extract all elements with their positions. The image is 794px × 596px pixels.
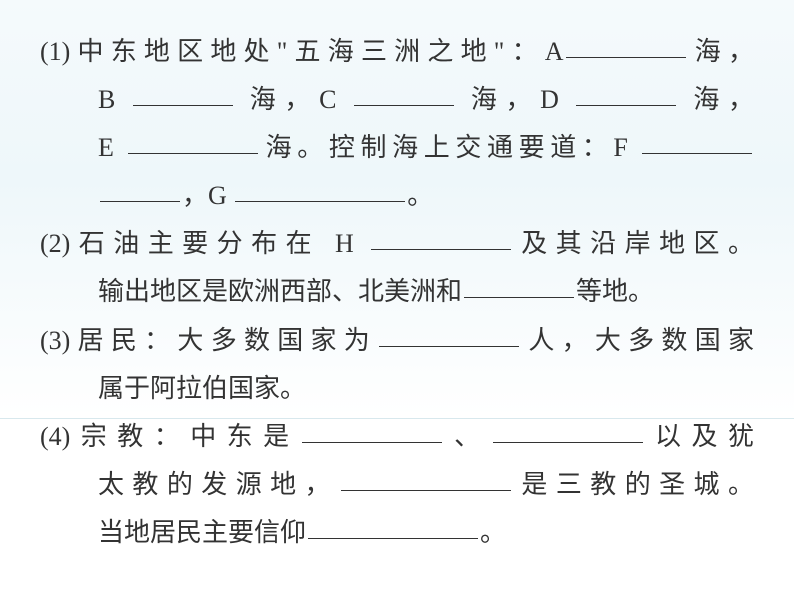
q1-line3: E 海。控制海上交通要道：F — [40, 124, 754, 172]
q2-text: 等地。 — [576, 277, 654, 306]
blank-f2 — [100, 176, 180, 202]
q1-text: 中东地区地处"五海三洲之地"：A — [70, 37, 563, 66]
q2-number: (2) — [40, 229, 70, 258]
q1-line1: (1)中东地区地处"五海三洲之地"：A 海， — [40, 28, 754, 76]
blank-faith — [308, 513, 478, 539]
q4-text: 宗教：中东是 — [70, 422, 299, 451]
q4-text: 太教的发源地， — [98, 470, 339, 499]
q4-line2: 太教的发源地， 是三教的圣城。 — [40, 461, 754, 509]
question-2: (2)石油主要分布在 H 及其沿岸地区。 输出地区是欧洲西部、北美洲和 等地。 — [40, 220, 754, 316]
q1-text: 海， — [688, 37, 754, 66]
q2-text: 输出地区是欧洲西部、北美洲和 — [98, 277, 462, 306]
q1-text: B — [98, 85, 115, 114]
q4-text: 以及犹 — [645, 422, 754, 451]
q3-text: 属于阿拉伯国家。 — [98, 374, 306, 403]
q1-text: 海。控制海上交通要道：F — [260, 133, 628, 162]
q2-text: 石油主要分布在 H — [70, 229, 353, 258]
q1-line2: B 海，C 海，D 海， — [40, 76, 754, 124]
question-3: (3)居民：大多数国家为 人，大多数国家 属于阿拉伯国家。 — [40, 317, 754, 413]
q1-line4: ，G 。 — [40, 172, 754, 220]
q4-text: 是三教的圣城。 — [513, 470, 754, 499]
q1-text: ，G — [182, 181, 227, 210]
blank-d — [576, 80, 676, 106]
q1-number: (1) — [40, 37, 70, 66]
q2-line2: 输出地区是欧洲西部、北美洲和 等地。 — [40, 268, 754, 316]
q4-line3: 当地居民主要信仰 。 — [40, 509, 754, 557]
blank-c — [354, 80, 454, 106]
blank-e — [128, 128, 258, 154]
blank-f1 — [642, 128, 752, 154]
blank-a — [566, 32, 686, 58]
blank-export — [464, 272, 574, 298]
q3-line1: (3)居民：大多数国家为 人，大多数国家 — [40, 317, 754, 365]
blank-g — [235, 176, 405, 202]
question-4: (4)宗教：中东是 、 以及犹 太教的发源地， 是三教的圣城。 当地居民主要信仰 。 — [40, 413, 754, 557]
blank-city — [341, 465, 511, 491]
q3-line2: 属于阿拉伯国家。 — [40, 365, 754, 413]
q4-text: 。 — [480, 518, 506, 547]
q2-text: 及其沿岸地区。 — [513, 229, 754, 258]
q4-number: (4) — [40, 422, 70, 451]
q3-number: (3) — [40, 326, 70, 355]
q1-text: E — [98, 133, 114, 162]
blank-people — [379, 321, 519, 347]
q1-text: 海，D — [471, 85, 559, 114]
q1-text: 海， — [693, 85, 754, 114]
q3-text: 人，大多数国家 — [521, 326, 754, 355]
blank-religion2 — [493, 417, 643, 443]
q4-line1: (4)宗教：中东是 、 以及犹 — [40, 413, 754, 461]
q4-text: 、 — [444, 422, 491, 451]
q2-line1: (2)石油主要分布在 H 及其沿岸地区。 — [40, 220, 754, 268]
q1-text: 海，C — [250, 85, 337, 114]
blank-b — [133, 80, 233, 106]
q1-text: 。 — [407, 181, 433, 210]
question-1: (1)中东地区地处"五海三洲之地"：A 海， B 海，C 海，D 海， E 海。控… — [40, 28, 754, 220]
q3-text: 居民：大多数国家为 — [70, 326, 377, 355]
q4-text: 当地居民主要信仰 — [98, 518, 306, 547]
blank-religion1 — [302, 417, 442, 443]
blank-h — [371, 224, 511, 250]
